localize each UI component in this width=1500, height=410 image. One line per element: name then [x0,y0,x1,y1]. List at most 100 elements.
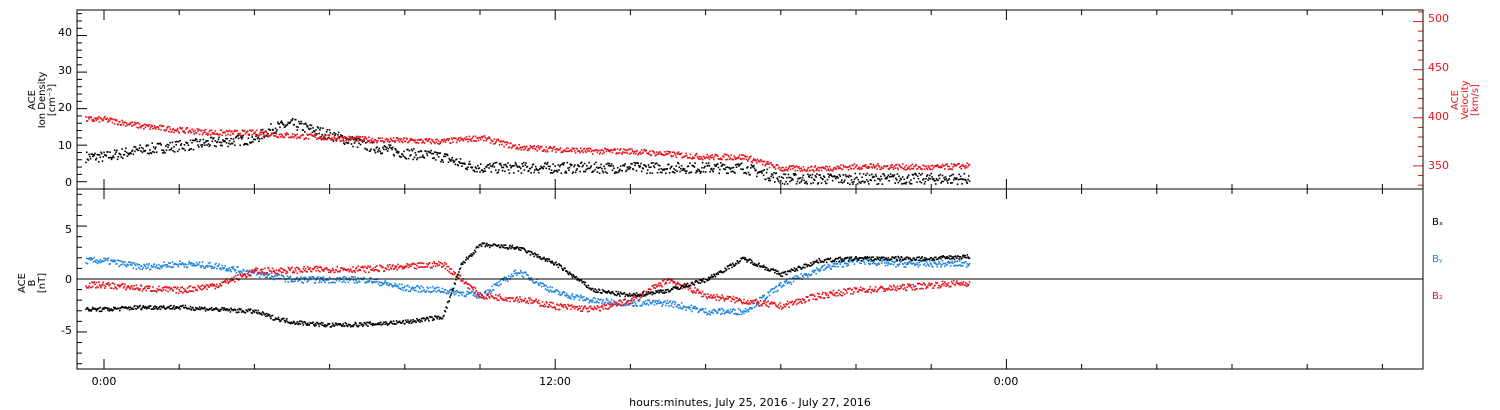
data-point [717,296,720,298]
data-point [816,168,819,171]
data-point [605,304,608,306]
data-point [938,261,941,264]
data-point [646,169,649,171]
data-point [847,169,850,171]
data-point [698,169,700,171]
data-point [217,286,220,289]
data-point [220,268,223,271]
data-point [152,266,154,268]
data-point [647,164,650,166]
data-point [810,294,812,296]
data-point [516,274,518,277]
data-point [504,276,506,278]
data-point [618,170,620,172]
data-point [333,136,335,138]
data-point [462,280,464,282]
data-point [825,169,828,172]
data-point [876,183,878,186]
data-point [948,178,951,180]
data-point [937,287,939,289]
data-point [914,164,917,167]
data-point [286,123,289,126]
data-point [479,291,481,294]
data-point [237,132,240,135]
data-point [443,264,445,266]
data-point [604,171,607,173]
data-point [803,168,805,171]
data-point [114,153,117,155]
data-point [328,129,331,131]
data-point [140,308,143,311]
data-point [501,166,503,169]
data-point [871,167,874,169]
data-point [207,284,209,287]
data-point [195,308,198,310]
data-point [468,291,470,293]
data-point [566,161,569,164]
data-point [255,274,258,276]
data-point [340,140,343,142]
data-point [535,298,538,301]
data-point [845,290,848,292]
data-point [309,267,311,269]
data-point [130,261,132,264]
data-point [896,173,899,175]
data-point [939,263,942,265]
data-point [402,155,405,157]
data-point [596,171,599,173]
data-point [667,153,669,155]
data-point [957,282,960,285]
data-point [444,267,447,270]
data-point [864,181,866,183]
data-point [856,287,858,290]
data-point [793,174,796,177]
data-point [320,266,323,269]
data-point [621,169,623,172]
data-point [817,166,820,169]
data-point [197,130,199,132]
data-point [694,154,696,157]
data-point [344,136,347,139]
data-point [191,264,193,267]
data-point [874,173,877,176]
data-point [613,149,615,151]
data-point [825,292,828,295]
data-point [342,276,344,279]
data-point [938,174,940,177]
data-point [671,165,673,168]
data-point [347,268,350,270]
data-point [580,161,583,164]
data-point [965,266,968,268]
data-point [507,297,510,299]
data-point [922,178,925,180]
data-point [959,260,961,262]
data-point [531,145,533,148]
data-point [378,281,381,283]
data-point [736,297,738,299]
data-point [713,297,716,299]
data-point [624,304,626,307]
data-point [660,168,663,170]
data-point [241,272,244,275]
data-point [209,283,211,286]
data-point [961,164,963,167]
data-point [832,168,835,170]
data-point [228,142,230,145]
data-point [931,168,933,171]
data-point [434,289,436,292]
data-point [410,287,413,290]
data-point [857,167,860,170]
data-point [626,152,629,155]
data-point [434,138,437,141]
data-point [498,293,501,296]
data-point [167,290,169,293]
data-point [781,182,784,185]
data-point [97,286,99,289]
data-point [831,175,833,177]
data-point [133,146,135,148]
data-point [679,306,681,308]
data-point [189,263,192,265]
data-point [535,167,538,170]
data-point [831,179,834,182]
data-point [479,171,481,173]
